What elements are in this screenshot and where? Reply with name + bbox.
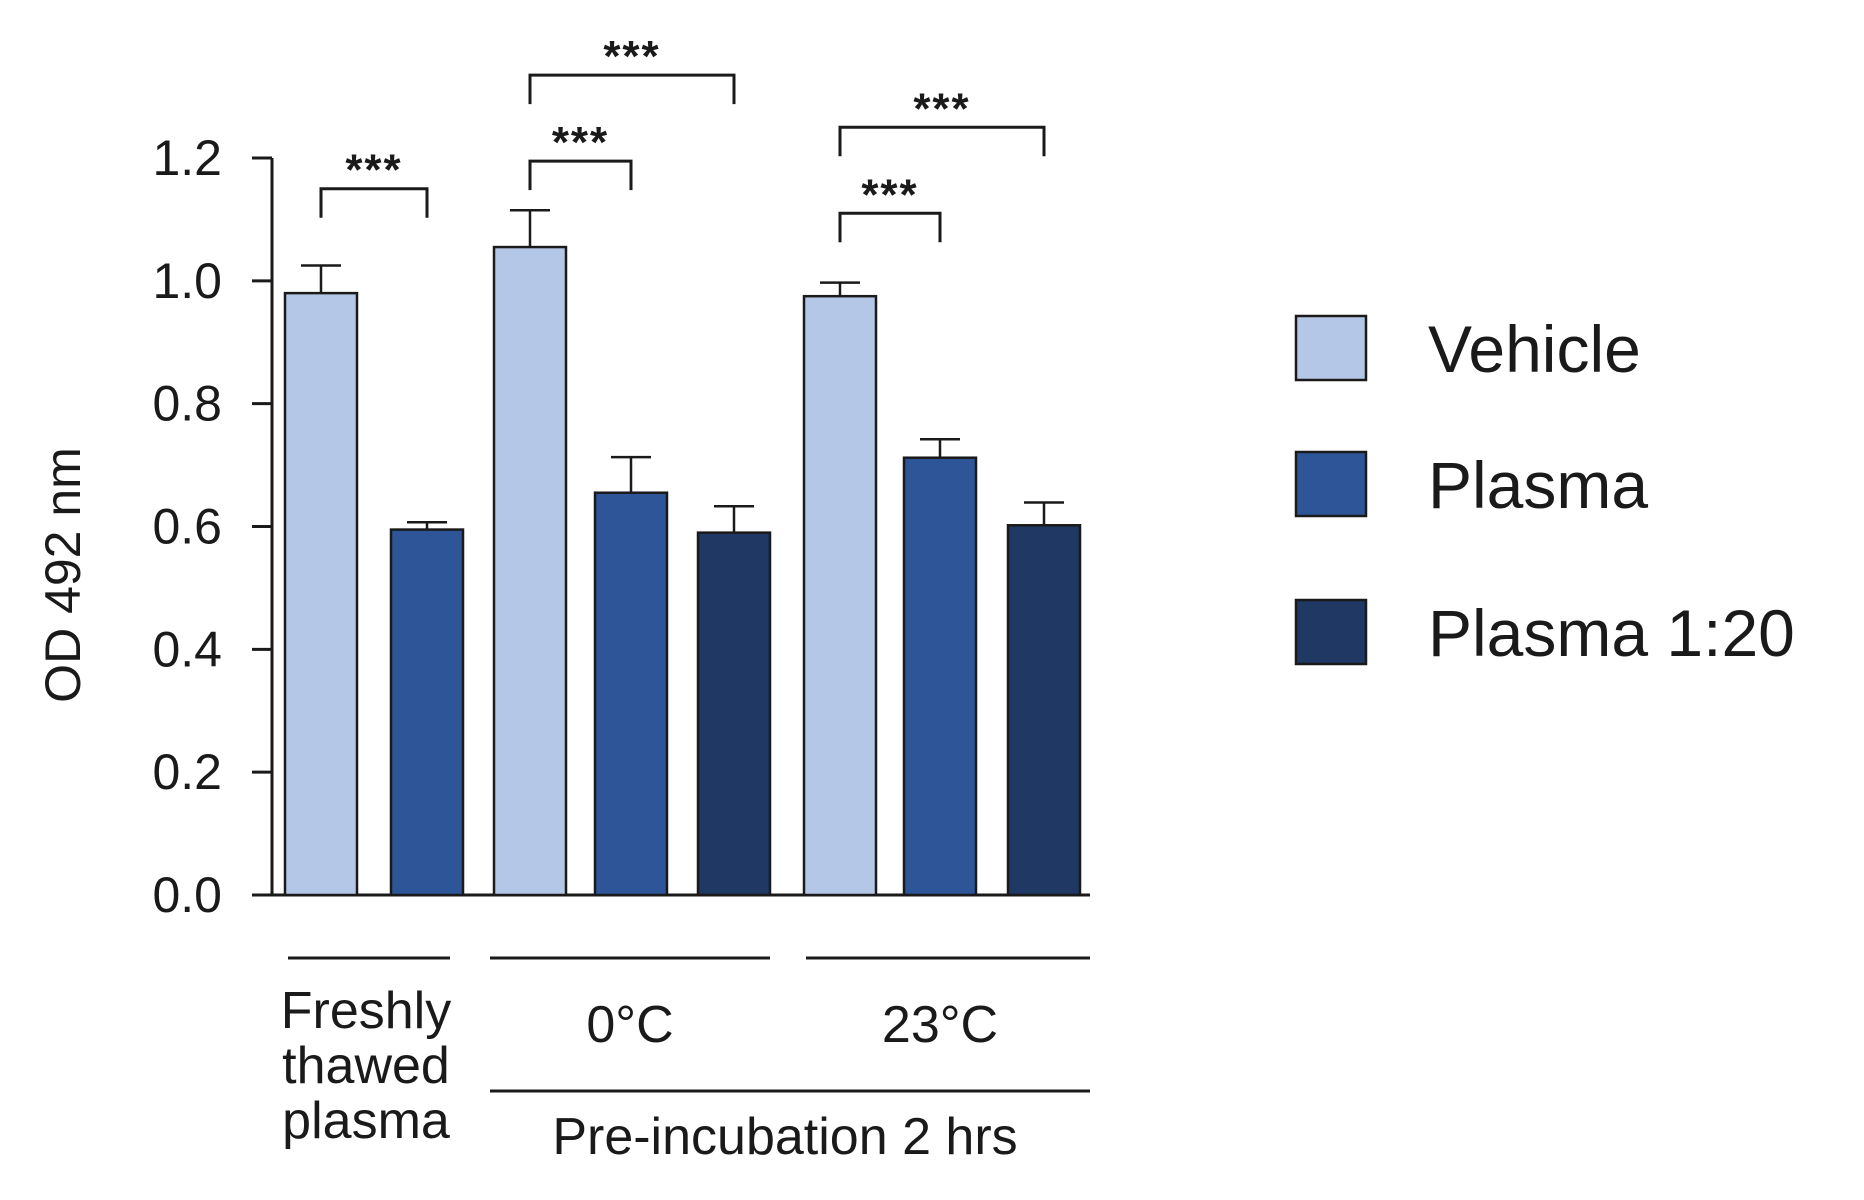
bar — [696, 531, 772, 897]
bar — [802, 294, 878, 897]
significance-label: *** — [861, 170, 918, 219]
y-tick-label: 1.0 — [152, 253, 222, 309]
significance-label: *** — [552, 118, 609, 167]
y-axis-title: OD 492 nm — [35, 447, 91, 703]
bar — [1006, 524, 1082, 897]
error-bars — [301, 208, 1064, 533]
legend-label: Vehicle — [1428, 312, 1641, 386]
group-label: thawed — [282, 1037, 450, 1095]
y-tick-label: 0.6 — [152, 499, 222, 555]
bar — [283, 291, 359, 897]
legend-swatch — [1294, 598, 1368, 666]
y-tick-label: 0.8 — [152, 376, 222, 432]
group-label: 23°C — [882, 996, 998, 1054]
legend-label: Plasma — [1428, 448, 1648, 522]
significance-brackets: *** *** *** *** *** — [319, 32, 1046, 243]
significance-bracket — [528, 159, 633, 191]
super-group-label: Pre-incubation 2 hrs — [552, 1108, 1017, 1166]
significance-label: *** — [603, 32, 660, 81]
significance-bracket — [838, 125, 1046, 157]
significance-bracket — [838, 211, 942, 243]
group-label: 0°C — [586, 996, 673, 1054]
axes: 0.0 0.2 0.4 0.6 0.8 1.0 1.2 OD 492 nm — [35, 130, 1090, 923]
bar — [902, 456, 978, 897]
y-tick-label: 0.0 — [152, 867, 222, 923]
legend-swatch — [1294, 450, 1368, 518]
group-label: Freshly — [281, 982, 451, 1040]
significance-label: *** — [913, 84, 970, 133]
legend-swatch — [1294, 314, 1368, 382]
bar — [593, 491, 669, 897]
significance-bracket — [319, 187, 429, 218]
y-tick-label: 1.2 — [152, 130, 222, 186]
y-tick-label: 0.2 — [152, 744, 222, 800]
significance-bracket — [528, 73, 736, 105]
bars — [283, 245, 1082, 897]
group-label: plasma — [282, 1092, 450, 1150]
y-tick-label: 0.4 — [152, 621, 222, 677]
legend-label: Plasma 1:20 — [1428, 596, 1795, 670]
significance-label: *** — [345, 146, 402, 195]
legend: Vehicle Plasma Plasma 1:20 — [1294, 312, 1795, 670]
bar — [492, 245, 568, 897]
bar — [389, 528, 465, 897]
